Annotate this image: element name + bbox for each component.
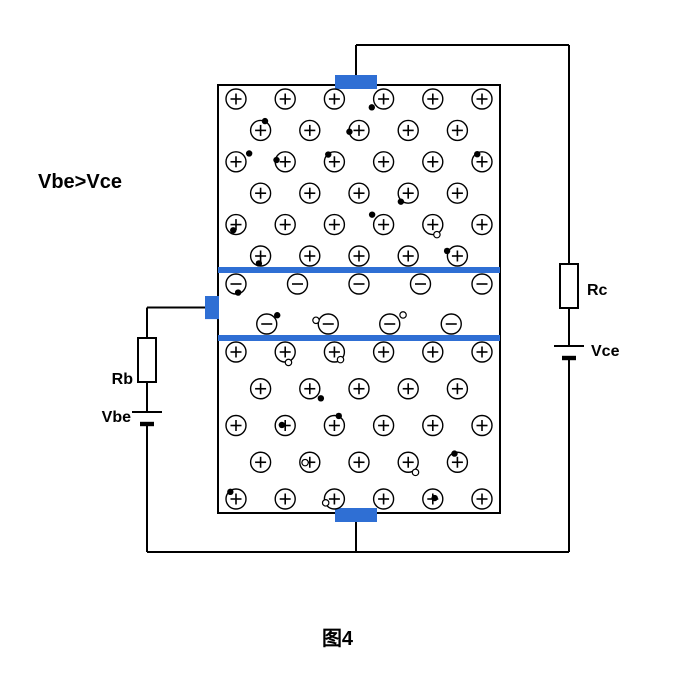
svg-text:Vbe: Vbe: [102, 409, 131, 426]
figure-caption: 图4: [0, 622, 675, 651]
circuit-svg: Rc Vce Rb Vbe Vbe>Vce: [0, 0, 675, 683]
svg-text:Vbe>Vce: Vbe>Vce: [38, 171, 122, 193]
svg-text:Vce: Vce: [591, 343, 620, 360]
diagram-stage: Rc Vce Rb Vbe Vbe>Vce 图4: [0, 0, 675, 683]
svg-text:Rc: Rc: [587, 282, 608, 299]
svg-text:Rb: Rb: [112, 371, 134, 388]
